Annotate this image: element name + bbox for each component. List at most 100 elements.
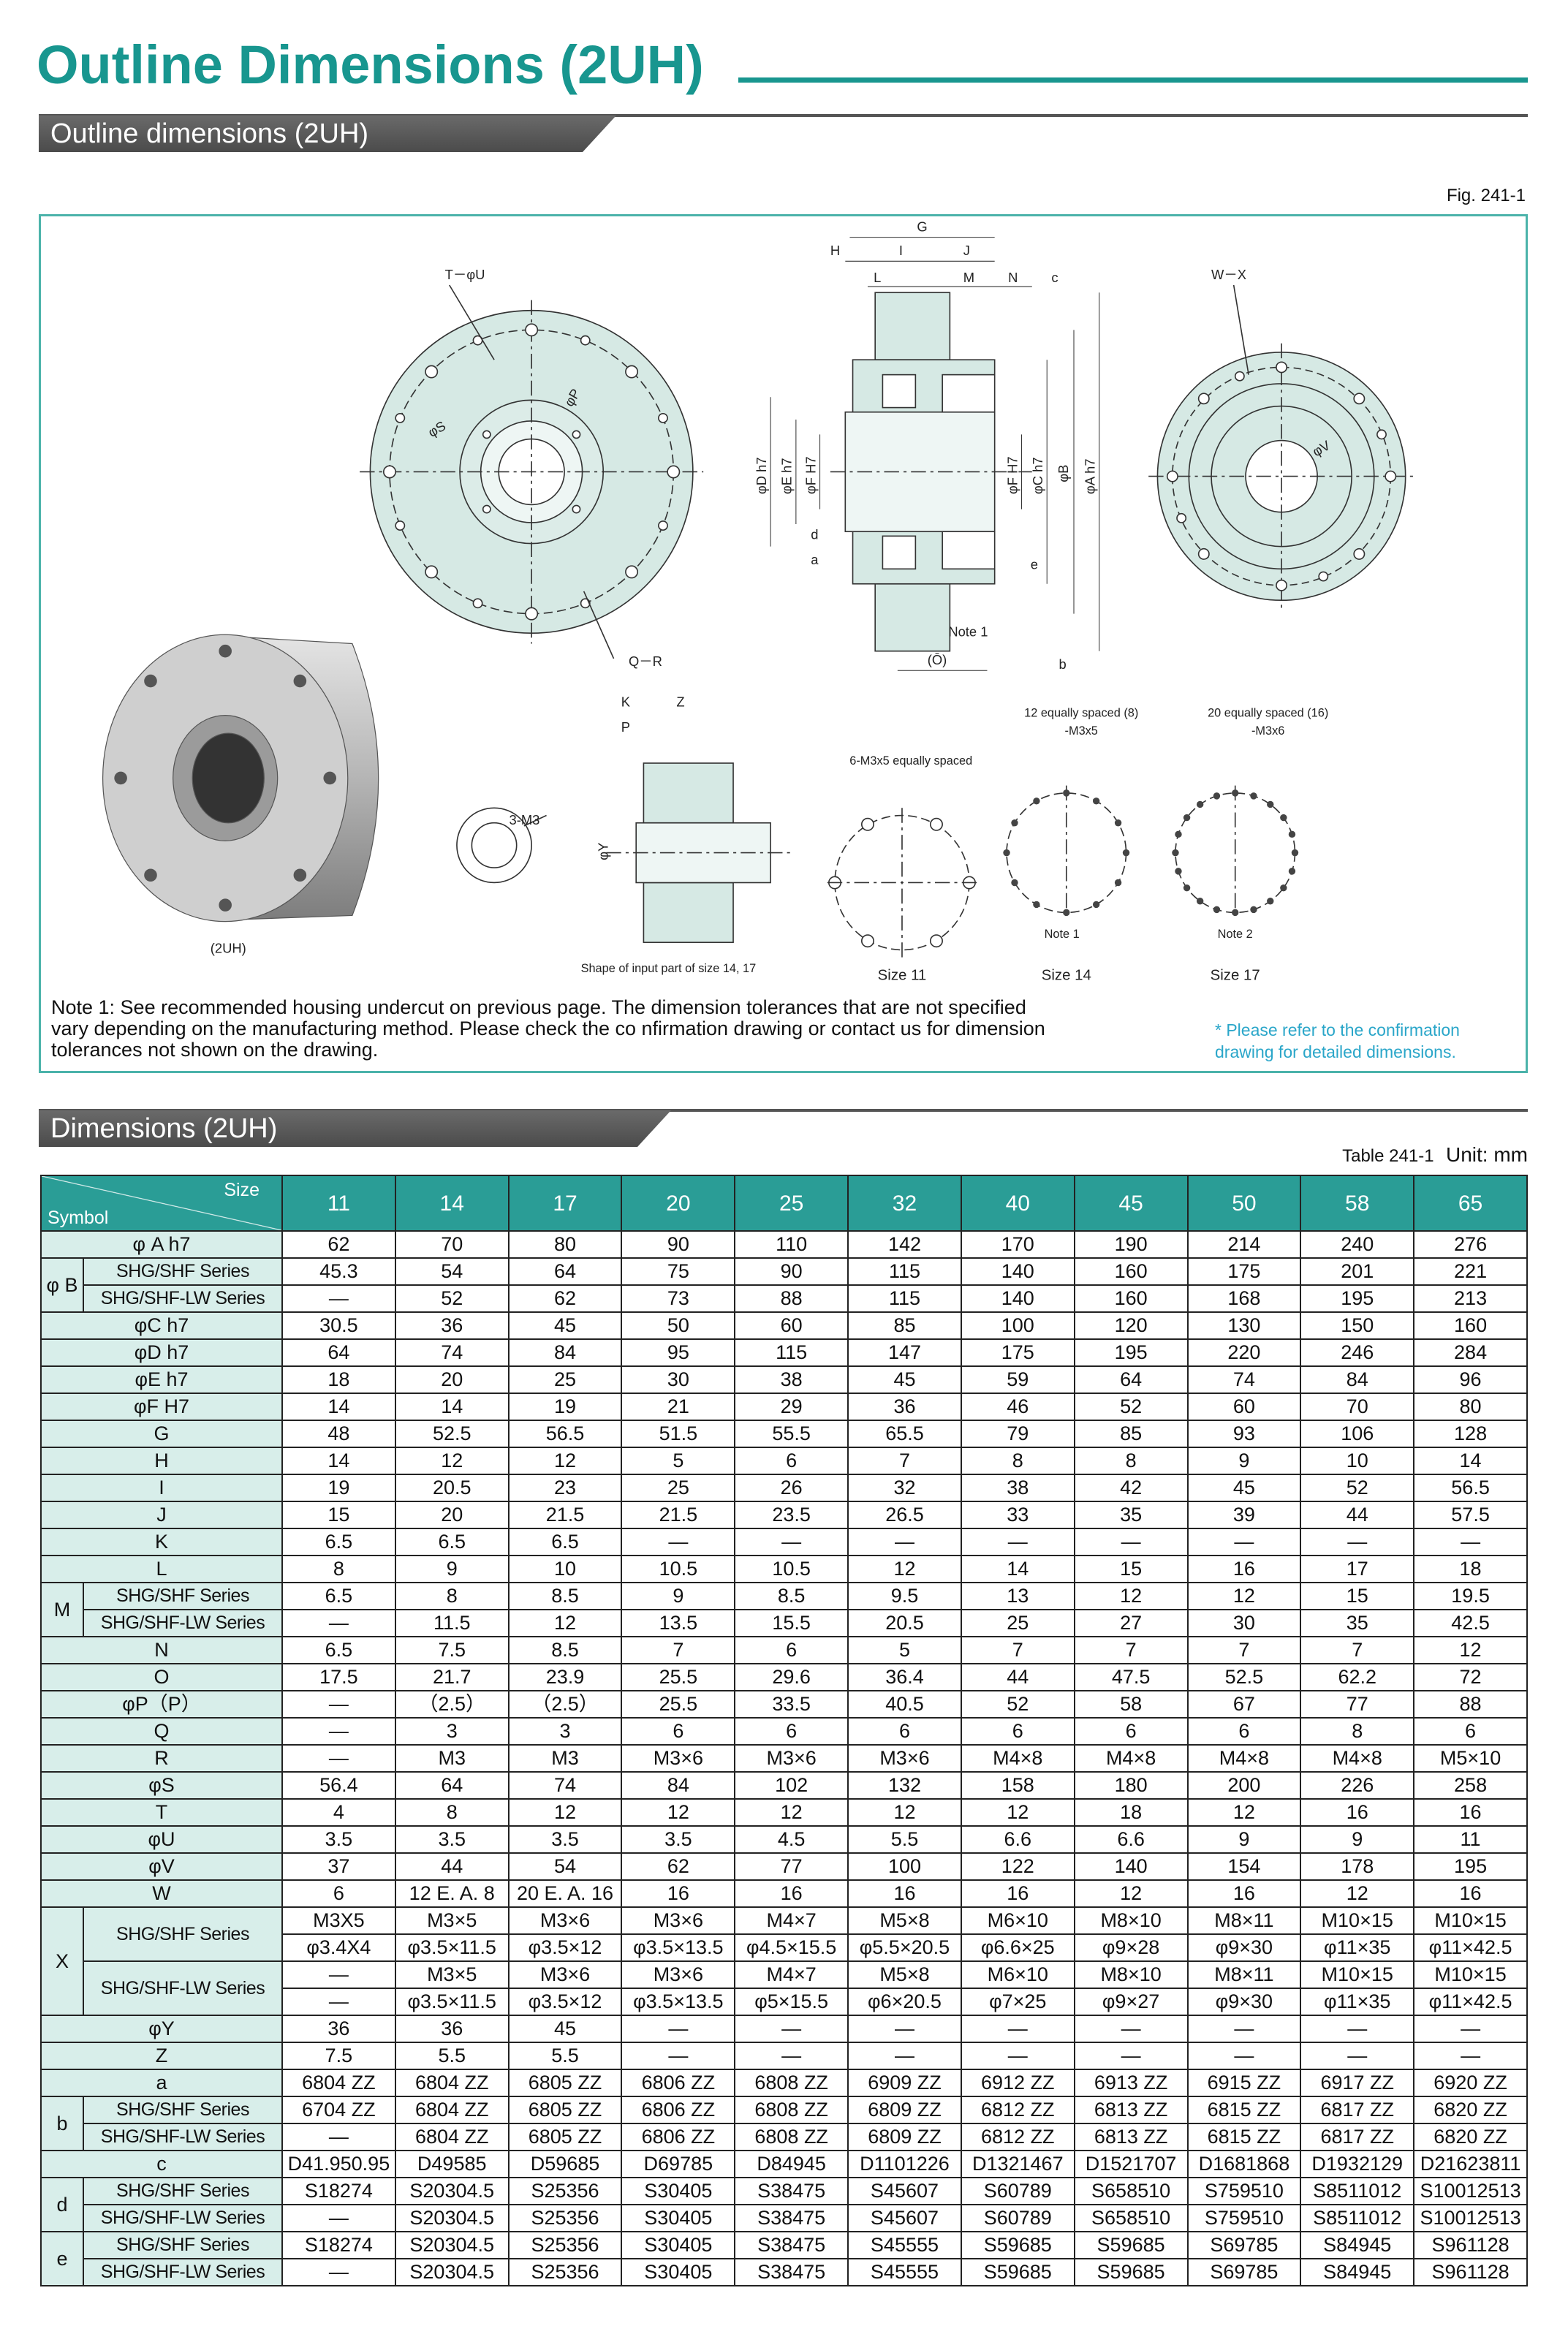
value-cell: S60789: [960, 2177, 1075, 2205]
size-header: 32: [847, 1175, 962, 1232]
value-cell: M10×15: [1413, 1906, 1528, 1935]
value-cell: 6817 ZZ: [1300, 2123, 1415, 2151]
value-cell: 6804 ZZ: [394, 2123, 510, 2151]
group-cell: b: [40, 2096, 84, 2151]
value-cell: 213: [1413, 1284, 1528, 1313]
value-cell: M3×6: [734, 1744, 849, 1773]
value-cell: 32: [847, 1474, 962, 1502]
table-row: φV 37 44 54 62 77 100 122 140 154 178 195: [40, 1852, 1528, 1881]
value-cell: 9: [1186, 1447, 1302, 1475]
value-cell: 74: [1186, 1365, 1302, 1394]
value-cell: S658510: [1073, 2204, 1189, 2232]
value-cell: M10×15: [1300, 1906, 1415, 1935]
value-cell: 3.5: [394, 1825, 510, 1854]
value-cell: 16: [1300, 1798, 1415, 1827]
label: W－X: [1211, 267, 1246, 282]
value-cell: M8×11: [1186, 1960, 1302, 1989]
value-cell: 17: [1300, 1555, 1415, 1583]
table-row: φE h7 18 20 25 30 38 45 59 64 74 84 96: [40, 1365, 1528, 1394]
value-cell: M3×5: [394, 1960, 510, 1989]
value-cell: M3×6: [621, 1960, 736, 1989]
bolt-holes: [1003, 789, 1299, 917]
value-cell: 74: [507, 1771, 623, 1800]
value-cell: 54: [394, 1257, 510, 1286]
label: φY: [595, 843, 610, 860]
label: 6-M3x5 equally spaced: [849, 754, 972, 768]
value-cell: 115: [847, 1257, 962, 1286]
group-cell: d: [40, 2177, 84, 2232]
value-cell: 30: [621, 1365, 736, 1394]
value-cell: 258: [1413, 1771, 1528, 1800]
symbol-cell: φC h7: [40, 1311, 283, 1340]
value-cell: 15: [1300, 1582, 1415, 1610]
value-cell: S658510: [1073, 2177, 1189, 2205]
label: N: [1008, 270, 1018, 285]
value-cell: M6×10: [960, 1906, 1075, 1935]
bolt-hole: [1175, 830, 1182, 838]
value-cell: 195: [1073, 1338, 1189, 1367]
label: c: [1051, 270, 1058, 285]
note-line: tolerances not shown on the drawing.: [51, 1039, 379, 1061]
value-cell: 200: [1186, 1771, 1302, 1800]
section-bar: Outline dimensions (2UH): [39, 115, 616, 152]
value-cell: S59685: [960, 2258, 1075, 2286]
table-row: G 48 52.5 56.5 51.5 55.5 65.5 79 85 93 106 128: [40, 1420, 1528, 1448]
value-cell: M3×6: [847, 1744, 962, 1773]
value-cell: 29.6: [734, 1663, 849, 1691]
value-cell: 80: [1413, 1393, 1528, 1421]
value-cell: 42: [1073, 1474, 1189, 1502]
value-cell: 6: [960, 1717, 1075, 1746]
value-cell: 84: [621, 1771, 736, 1800]
value-cell: 140: [960, 1284, 1075, 1313]
value-cell: 12: [1073, 1582, 1189, 1610]
value-cell: 57.5: [1413, 1501, 1528, 1529]
value-cell: 14: [281, 1393, 396, 1421]
value-cell: 132: [847, 1771, 962, 1800]
label: M: [963, 270, 974, 285]
value-cell: φ11×42.5: [1413, 1988, 1528, 2016]
value-cell: 17.5: [281, 1663, 396, 1691]
value-cell: 14: [281, 1447, 396, 1475]
value-cell: 7.5: [281, 2042, 396, 2070]
value-cell: 18: [1073, 1798, 1189, 1827]
value-cell: S961128: [1413, 2258, 1528, 2286]
value-cell: —: [281, 1744, 396, 1773]
value-cell: 3.5: [281, 1825, 396, 1854]
product-photo: [102, 634, 379, 922]
value-cell: φ3.5×11.5: [394, 1988, 510, 2016]
value-cell: 142: [847, 1230, 962, 1259]
value-cell: 52: [394, 1284, 510, 1313]
value-cell: S20304.5: [394, 2204, 510, 2232]
value-cell: 8: [394, 1582, 510, 1610]
value-cell: S18274: [281, 2231, 396, 2259]
value-cell: 6806 ZZ: [621, 2069, 736, 2097]
sub-symbol-cell: SHG/SHF-LW Series: [83, 1960, 283, 2016]
label: Size 11: [878, 967, 927, 983]
value-cell: 39: [1186, 1501, 1302, 1529]
value-cell: 44: [960, 1663, 1075, 1691]
value-cell: M3×6: [507, 1906, 623, 1935]
value-cell: 12: [847, 1798, 962, 1827]
symbol-cell: φY: [40, 2015, 283, 2043]
value-cell: 9: [1186, 1825, 1302, 1854]
value-cell: 62: [507, 1284, 623, 1313]
value-cell: 6812 ZZ: [960, 2123, 1075, 2151]
value-cell: 29: [734, 1393, 849, 1421]
value-cell: S18274: [281, 2177, 396, 2205]
value-cell: 52: [1073, 1393, 1189, 1421]
value-cell: 54: [507, 1852, 623, 1881]
value-cell: —: [281, 1988, 396, 2016]
value-cell: —: [621, 2015, 736, 2043]
value-cell: 14: [960, 1555, 1075, 1583]
table-row: Z 7.5 5.5 5.5— — — — — — — —: [40, 2042, 1528, 2070]
figure-drawing: T－φU φS φP Q－R G H I J L M N c φD h7 φE …: [102, 219, 1414, 983]
table-row: SHG/SHF-LW Series —52 62 73 88 115 140 160 168 19…: [41, 1284, 1528, 1313]
label: P: [621, 719, 630, 735]
section-rule: [39, 114, 1528, 117]
value-cell: φ5×15.5: [734, 1988, 849, 2016]
value-cell: 16: [1186, 1555, 1302, 1583]
value-cell: 6.5: [281, 1636, 396, 1664]
value-cell: 6: [621, 1717, 736, 1746]
value-cell: 4: [281, 1798, 396, 1827]
table-row: K 6.5 6.5 6.5— — — — — — — —: [40, 1528, 1528, 1556]
